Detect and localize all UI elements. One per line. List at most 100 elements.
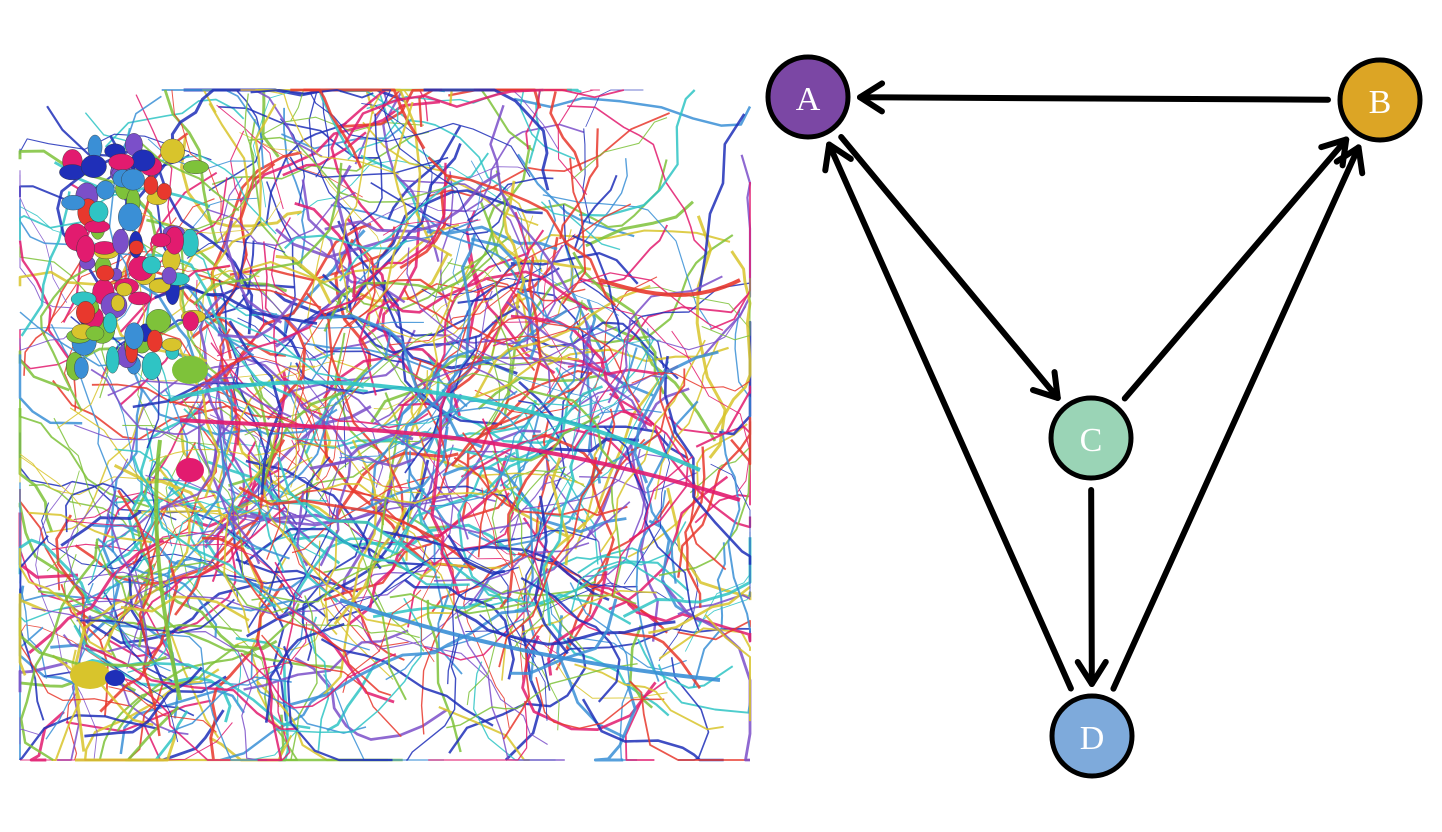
cell-body [74,357,89,379]
neuron-fiber [664,355,752,565]
neuron-fiber [657,664,751,714]
neuron-fiber [127,494,248,674]
neuron-fiber [627,423,748,558]
neuron-fiber [426,599,462,753]
neuron-fiber [283,537,410,615]
neuron-fiber [244,577,392,697]
node-b-circle [1337,57,1423,143]
neuron-fiber [108,95,162,294]
neuron-fiber [447,534,506,575]
neuron-fiber [648,585,751,635]
neuron-fiber [370,182,509,236]
neuron-fiber [465,630,548,721]
cell-body [116,282,133,297]
neuron-fiber [110,369,144,553]
neuron-fiber [372,597,493,619]
neuron-fiber [541,317,594,491]
neuron-fiber [288,609,528,707]
cell-body [147,329,163,353]
neuron-fiber [290,362,302,488]
neuron-fiber [180,501,324,559]
neuron-fiber [514,205,620,316]
neuron-fiber [730,417,752,466]
neuron-fiber [18,548,113,656]
neuron-fiber [96,537,218,638]
neuron-fiber [50,323,120,516]
neuron-fiber [494,529,597,544]
arrowhead [856,80,886,115]
neuron-fiber [552,339,661,510]
neuron-fiber [509,598,618,675]
neuron-fiber [389,593,529,615]
neuron-fiber [154,483,306,517]
neuron-fiber [264,622,345,723]
cell-body [141,352,162,381]
neuron-fiber [224,622,308,691]
neuron-fiber [60,510,142,547]
cell-body [146,309,172,333]
neuron-fiber [309,616,330,751]
neuron-fiber [43,198,215,337]
neuron-fiber [557,89,601,196]
neuron-fiber [138,384,338,436]
neuron-fiber [169,633,220,739]
cell-body [108,153,135,171]
neuron-fiber [468,547,645,608]
neuron-fiber [503,268,586,416]
neuron-fiber [206,417,297,466]
cell-body [176,458,204,482]
arrowhead [1333,144,1366,177]
edge-c-to-b [1121,136,1350,402]
neuron-fiber [283,234,408,250]
neuron-fiber [120,595,250,622]
neuron-fiber [19,717,42,745]
axon-bundle [599,278,741,297]
neuron-fiber [209,223,460,292]
neuron-fiber [301,425,526,449]
neuron-fiber [572,234,621,338]
neuron-fiber [535,677,665,730]
neuron-fiber [565,457,615,650]
neuron-fiber [201,536,264,597]
neuron-fiber [266,425,284,560]
cell-body [121,168,145,191]
neuron-fiber [291,407,461,442]
neuron-fiber [513,96,752,127]
neuron-fiber [219,687,331,762]
neuron-fiber [576,158,628,253]
neuron-fiber [320,638,494,727]
cell-body [96,265,115,282]
neuron-fiber [366,497,407,701]
neuron-fiber [154,285,318,325]
edge-line [856,94,1332,103]
neuron-fiber [37,590,242,632]
neuron-fiber [194,344,320,441]
neuron-fiber [18,354,83,425]
neuron-fiber [388,370,429,509]
neuron-fiber [499,453,672,534]
neuron-fiber [518,565,668,699]
neuron-fiber [117,489,161,737]
neuron-fiber [279,504,337,618]
neuron-fiber [452,160,483,286]
neuron-fiber [658,627,751,660]
neuron-fiber [346,217,388,342]
neuron-fiber [87,453,161,586]
neuron-fiber [240,652,397,709]
edge-c-to-d [1074,486,1109,688]
neuron-fiber [677,594,751,616]
cell-body [105,346,120,374]
neuron-fiber [581,698,724,762]
neuron-fiber [90,368,206,435]
neuron-fibers [18,88,752,762]
neuron-fiber [296,211,452,442]
neuron-fiber [589,319,639,423]
neuron-fiber [404,433,451,529]
edge-line [838,134,1061,401]
neuron-fiber [287,612,420,639]
neuron-fiber [629,680,750,761]
neuron-fiber [562,204,665,369]
arrowhead [1029,369,1061,401]
neuron-fiber [427,112,670,198]
neuron-cell-bodies [59,133,209,689]
